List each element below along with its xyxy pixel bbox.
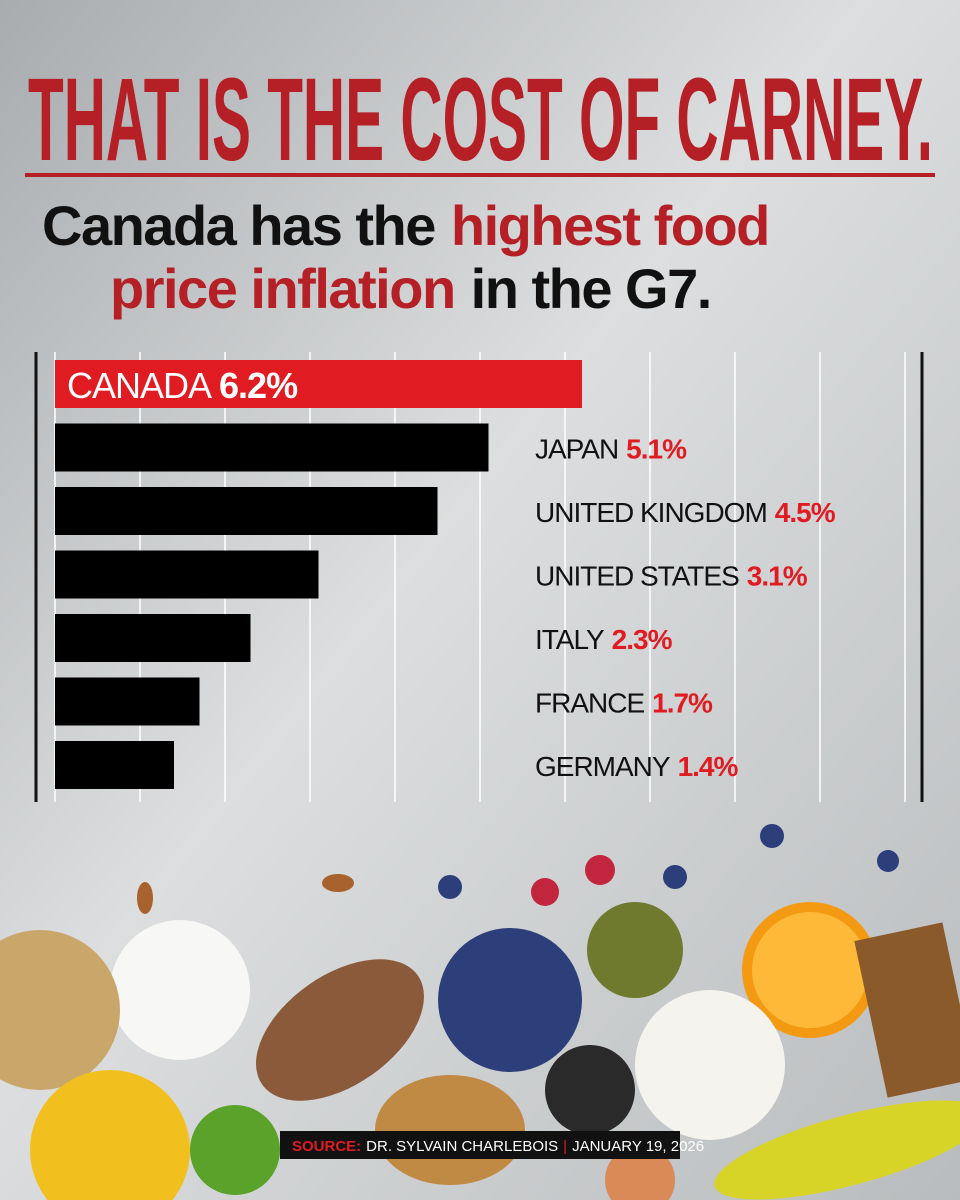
subtitle-line: Canada has the highest food: [42, 194, 769, 257]
source-date: JANUARY 19, 2026: [572, 1138, 704, 1155]
value-label: 6.2%: [219, 365, 298, 406]
bar-label: JAPAN 5.1%: [535, 434, 687, 465]
subtitle-text: Canada has the: [42, 194, 435, 257]
value-label: 5.1%: [626, 434, 687, 465]
bar-label: UNITED STATES 3.1%: [535, 561, 808, 592]
bar: [55, 360, 582, 408]
category-label: ITALY: [535, 624, 605, 655]
bar: [55, 677, 200, 726]
bar-label: CANADA 6.2%: [67, 365, 298, 406]
source-author: DR. SYLVAIN CHARLEBOIS: [366, 1138, 558, 1155]
source: SOURCE: DR. SYLVAIN CHARLEBOIS | JANUARY 19…: [292, 1138, 704, 1155]
subtitle-text: in the G7.: [471, 257, 711, 320]
bars: CANADA 6.2%JAPAN 5.1%UNITED KINGDOM 4.5%UNI…: [55, 360, 837, 789]
title-rule: [25, 173, 935, 177]
value-label: 2.3%: [612, 624, 673, 655]
category-label: CANADA: [67, 365, 212, 406]
bar: [55, 487, 438, 535]
category-label: GERMANY: [535, 751, 671, 782]
bar: [55, 550, 319, 599]
bar: [55, 614, 251, 662]
bar-label: UNITED KINGDOM 4.5%: [535, 497, 836, 528]
subtitle-highlight: highest food: [451, 194, 769, 257]
bar-label: GERMANY 1.4%: [535, 751, 739, 782]
value-label: 3.1%: [747, 561, 808, 592]
value-label: 1.4%: [678, 751, 739, 782]
category-label: FRANCE: [535, 688, 644, 719]
value-label: 4.5%: [775, 497, 836, 528]
food-decoration: [0, 824, 960, 1200]
category-label: JAPAN: [535, 434, 618, 465]
bar-label: FRANCE 1.7%: [535, 688, 713, 719]
separator: |: [563, 1138, 567, 1155]
source-box: [280, 1131, 680, 1159]
category-label: UNITED STATES: [535, 561, 739, 592]
bar: [55, 423, 489, 472]
chart-title: THAT IS THE COST OF CARNEY.: [28, 54, 933, 186]
value-label: 1.7%: [652, 688, 713, 719]
category-label: UNITED KINGDOM: [535, 497, 767, 528]
source-label: SOURCE:: [292, 1138, 361, 1155]
bar-label: ITALY 2.3%: [535, 624, 673, 655]
subtitle-line: price inflation in the G7.: [110, 257, 711, 320]
subtitle-highlight: price inflation: [110, 257, 455, 320]
bar: [55, 741, 174, 789]
